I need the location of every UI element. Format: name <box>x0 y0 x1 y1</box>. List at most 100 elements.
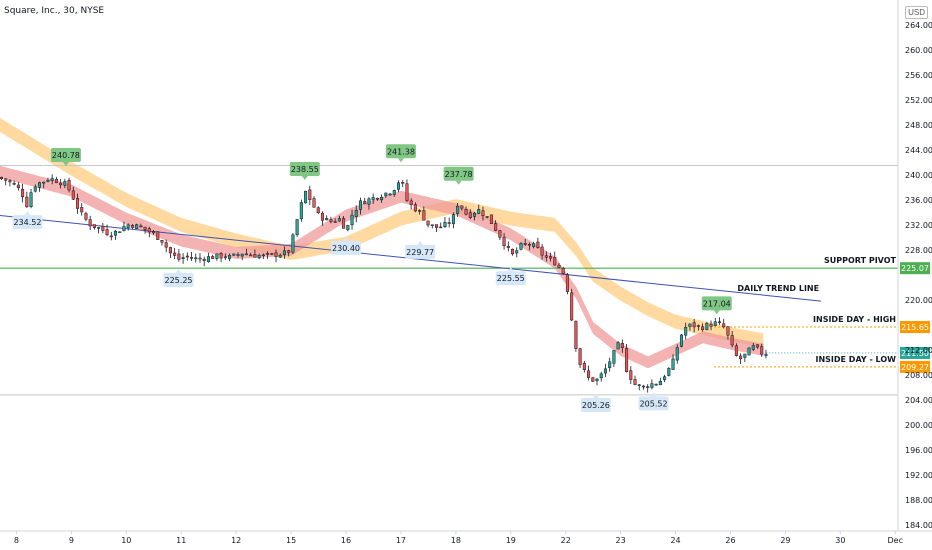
candle-down <box>8 180 12 183</box>
candle-up <box>595 378 599 382</box>
candle-down <box>422 210 426 221</box>
ma-bands <box>0 117 764 369</box>
price-tick-label: 220.00 <box>905 296 932 305</box>
candle-down <box>401 182 405 184</box>
candle-up <box>430 224 434 226</box>
candle-down <box>633 379 637 385</box>
candle-down <box>409 200 413 205</box>
candle-down <box>59 182 63 186</box>
candle-down <box>152 231 156 234</box>
price-tick-label: 192.00 <box>905 471 932 480</box>
inside-day-high-price-tag <box>900 321 930 334</box>
time-tick-label: 29 <box>780 536 790 545</box>
time-tick-label: 15 <box>286 536 296 545</box>
time-tick-label: Dec <box>888 536 903 545</box>
candle-down <box>511 248 515 255</box>
low-label-text: 229.77 <box>406 248 434 257</box>
inside-day-low-price-tag-text: 209.27 <box>901 363 929 372</box>
candle-down <box>760 346 764 355</box>
candle-up <box>388 193 392 196</box>
candle-up <box>675 347 679 361</box>
candle-up <box>650 383 654 388</box>
candle-down <box>620 342 624 348</box>
candle-down <box>468 212 472 219</box>
candle-down <box>375 197 379 200</box>
candle-down <box>629 370 633 380</box>
candle-down <box>549 256 553 259</box>
high-label-box <box>443 166 474 181</box>
low-label-pointer <box>175 269 182 274</box>
high-label-pointer <box>455 180 462 185</box>
price-tick-label: 240.00 <box>905 171 932 180</box>
candle-down <box>447 222 451 224</box>
candle-up <box>751 345 755 350</box>
candle-up <box>354 209 358 217</box>
high-label-box <box>701 296 732 311</box>
candle-down <box>574 320 578 349</box>
candle-down <box>266 253 270 255</box>
candle-down <box>536 241 540 248</box>
price-tick-label: 232.00 <box>905 221 932 230</box>
candle-up <box>688 323 692 327</box>
candle-up <box>350 214 354 226</box>
candle-down <box>696 325 700 327</box>
candle-up <box>194 257 198 260</box>
candle-up <box>29 192 33 207</box>
candle-down <box>587 370 591 378</box>
candle-up <box>325 218 329 221</box>
candle-down <box>287 250 291 253</box>
candle-down <box>413 204 417 212</box>
inside-day-low-price-tag <box>900 360 930 373</box>
time-tick-label: 26 <box>725 536 735 545</box>
candle-up <box>608 361 612 368</box>
candle-down <box>173 252 177 256</box>
candle-up <box>663 376 667 381</box>
candle-up <box>523 243 527 245</box>
candle-down <box>139 225 143 228</box>
price-tick-label: 188.00 <box>905 496 932 505</box>
candle-down <box>527 243 531 246</box>
time-tick-label: 16 <box>341 536 351 545</box>
low-label-text: 225.55 <box>497 274 525 283</box>
time-tick-label: 19 <box>506 536 516 545</box>
candle-down <box>333 221 337 223</box>
price-tick-label: 200.00 <box>905 421 932 430</box>
candle-up <box>477 209 481 214</box>
price-tick-label: 256.00 <box>905 71 932 80</box>
candle-up <box>485 216 489 218</box>
inside-day-low-label: INSIDE DAY - LOW <box>816 355 897 364</box>
candle-up <box>228 255 232 260</box>
time-tick-label: 12 <box>231 536 241 545</box>
horizontal-levels: SUPPORT PIVOT 225.07 INSIDE DAY - HIGH 215.… <box>0 165 930 396</box>
candle-down <box>582 362 586 370</box>
candle-up <box>282 250 286 256</box>
low-label-text: 230.40 <box>332 244 360 253</box>
time-axis: 8 9 10 11 12 15 16 17 18 19 22 23 24 26 29 30 Dec <box>0 530 932 545</box>
price-tick-label: 208.00 <box>905 371 932 380</box>
candle-down <box>570 292 574 321</box>
low-label-box <box>638 396 669 411</box>
candle-down <box>460 205 464 209</box>
candle-down <box>12 183 16 185</box>
candle-down <box>109 235 113 238</box>
candle-up <box>641 385 645 388</box>
candle-up <box>278 254 282 258</box>
candle-down <box>363 201 367 205</box>
candle-up <box>519 243 523 250</box>
candle-up <box>705 323 709 330</box>
candle-down <box>426 220 430 226</box>
candle-down <box>553 256 557 266</box>
time-tick-label: 17 <box>396 536 406 545</box>
candle-up <box>637 384 641 386</box>
candle-down <box>177 253 181 260</box>
currency-button[interactable]: USD <box>905 6 928 19</box>
candle-down <box>734 345 738 356</box>
price-tick-label: 184.00 <box>905 521 932 530</box>
low-label-pointer <box>650 392 657 397</box>
candle-up <box>473 212 477 217</box>
candle-down <box>71 190 75 200</box>
price-tick-label: 248.00 <box>905 121 932 130</box>
candle-up <box>679 334 683 347</box>
time-tick-label: 30 <box>835 536 845 545</box>
